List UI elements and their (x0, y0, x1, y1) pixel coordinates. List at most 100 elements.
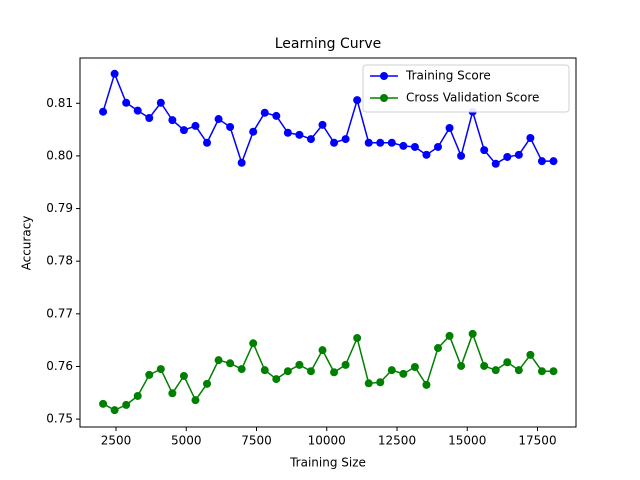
y-tick-label: 0.78 (46, 254, 73, 268)
data-point (330, 138, 339, 147)
data-point (99, 107, 108, 116)
data-point (399, 369, 408, 378)
y-tick-label: 0.80 (46, 148, 73, 162)
x-tick-label: 15000 (448, 434, 486, 448)
data-point (110, 69, 119, 78)
data-point (145, 370, 154, 379)
data-point (318, 120, 327, 129)
data-point (283, 128, 292, 137)
x-axis-label: Training Size (289, 456, 366, 470)
y-axis-label: Accuracy (20, 216, 34, 271)
data-point (364, 379, 373, 388)
axes-frame (79, 57, 577, 428)
data-point (445, 124, 454, 133)
data-point (272, 375, 281, 384)
data-point (122, 98, 131, 107)
data-point (110, 406, 119, 415)
data-point (133, 106, 142, 115)
data-point (468, 329, 477, 338)
data-point (168, 116, 177, 125)
data-point (549, 157, 558, 166)
data-point (295, 360, 304, 369)
legend-label: Cross Validation Score (406, 91, 539, 105)
data-point (364, 138, 373, 147)
data-point (387, 138, 396, 147)
data-point (306, 135, 315, 144)
data-point (203, 138, 212, 147)
data-point (457, 361, 466, 370)
data-point (133, 391, 142, 400)
data-point (480, 361, 489, 370)
y-tick-label: 0.77 (46, 306, 73, 320)
x-tick-label: 2500 (101, 434, 132, 448)
data-point (237, 158, 246, 167)
data-point (376, 138, 385, 147)
data-point (457, 151, 466, 160)
data-point (179, 371, 188, 380)
data-point (387, 366, 396, 375)
data-point (341, 360, 350, 369)
y-tick-label: 0.79 (46, 201, 73, 215)
data-point (272, 111, 281, 120)
x-tick-label: 7500 (241, 434, 272, 448)
series-line (102, 71, 554, 166)
data-point (410, 142, 419, 151)
data-point (122, 400, 131, 409)
data-point (480, 146, 489, 155)
data-point (318, 346, 327, 355)
data-point (422, 380, 431, 389)
data-point (399, 141, 408, 150)
chart-title: Learning Curve (275, 36, 382, 52)
data-point (526, 134, 535, 143)
legend-label: Training Score (405, 69, 491, 83)
y-tick-label: 0.75 (46, 412, 73, 426)
data-point (433, 344, 442, 353)
data-point (537, 367, 546, 376)
series-line (102, 331, 554, 411)
data-point (514, 150, 523, 159)
data-point (145, 114, 154, 123)
data-point (433, 142, 442, 151)
data-point (353, 334, 362, 343)
legend-marker (380, 72, 388, 80)
x-tick-label: 12500 (378, 434, 416, 448)
data-point (410, 362, 419, 371)
legend-marker (380, 94, 388, 102)
data-point (214, 356, 223, 365)
data-point (191, 121, 200, 130)
data-point (353, 96, 362, 105)
data-point (526, 350, 535, 359)
data-point (295, 130, 304, 139)
data-point (226, 359, 235, 368)
data-point (99, 399, 108, 408)
data-point (549, 367, 558, 376)
data-point (537, 157, 546, 166)
data-point (514, 366, 523, 375)
data-point (226, 122, 235, 131)
data-point (341, 135, 350, 144)
data-point (260, 366, 269, 375)
x-tick-label: 17500 (518, 434, 556, 448)
data-point (191, 396, 200, 405)
data-point (179, 126, 188, 135)
data-point (306, 367, 315, 376)
data-point (249, 127, 258, 136)
legend-box (362, 64, 570, 113)
y-tick-label: 0.81 (46, 96, 73, 110)
data-point (503, 358, 512, 367)
data-point (283, 367, 292, 376)
data-point (503, 152, 512, 161)
data-point (376, 378, 385, 387)
data-point (249, 339, 258, 348)
data-point (203, 379, 212, 388)
data-point (168, 389, 177, 398)
data-point (260, 108, 269, 117)
y-tick-label: 0.76 (46, 359, 73, 373)
data-point (156, 365, 165, 374)
data-point (156, 98, 165, 107)
data-point (491, 366, 500, 375)
x-tick-label: 10000 (308, 434, 346, 448)
data-point (214, 115, 223, 124)
data-point (422, 150, 431, 159)
